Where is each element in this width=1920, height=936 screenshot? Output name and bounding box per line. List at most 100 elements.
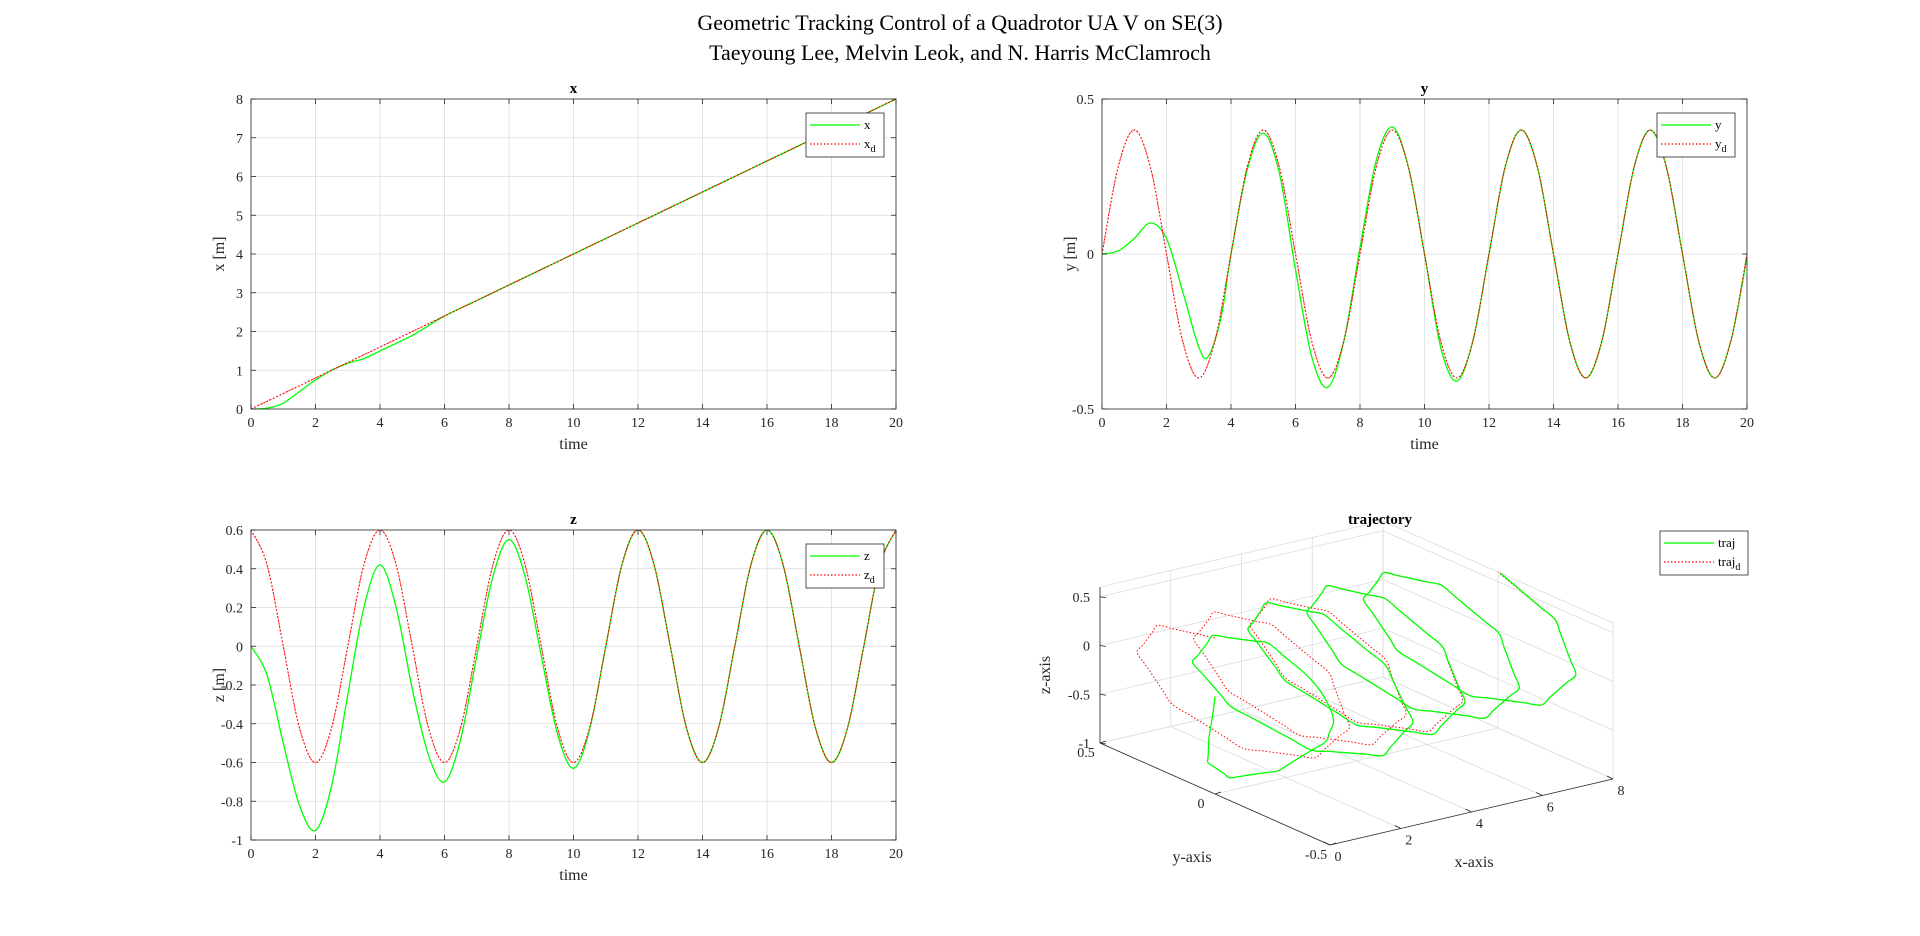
z-tick-mark <box>1099 742 1107 745</box>
x-tick-label: 8 <box>1618 784 1625 799</box>
x-tick-label: 14 <box>696 416 710 431</box>
z-tick-label: -0.5 <box>1068 688 1090 703</box>
y-tick-label: 5 <box>236 209 243 224</box>
x-tick-label: 2 <box>312 416 319 431</box>
legend-entry: xd <box>864 136 876 155</box>
x-tick-label: 12 <box>631 847 645 862</box>
y-tick-label: 0 <box>236 640 243 655</box>
y-tick-label: 6 <box>236 171 243 186</box>
y-tick-label: 3 <box>236 287 243 302</box>
legend-entry: yd <box>1715 136 1727 155</box>
x-tick-label: 6 <box>441 416 448 431</box>
series-line-xd <box>251 99 896 409</box>
x-axis-label: x-axis <box>1454 854 1493 871</box>
x-tick-label: 20 <box>889 847 903 862</box>
x-tick-label: 4 <box>1228 416 1235 431</box>
x-tick-label: 12 <box>631 416 645 431</box>
y-tick-mark <box>1214 791 1222 795</box>
series-line-desired-overlay <box>251 530 896 764</box>
x-tick-label: 4 <box>377 416 384 431</box>
grid-line <box>1099 627 1384 695</box>
y-tick-label: 0 <box>1198 797 1205 812</box>
plot-title: x <box>570 81 578 97</box>
x-tick-label: 18 <box>825 416 839 431</box>
legend-entry: y <box>1715 117 1722 132</box>
x-tick-mark <box>1323 841 1331 846</box>
x-tick-label: 6 <box>1547 801 1554 816</box>
grid-line <box>1214 727 1499 795</box>
legend-entry: zd <box>864 567 875 586</box>
x-axis-label: time <box>1410 436 1438 453</box>
x-tick-label: 2 <box>1163 416 1170 431</box>
z-position-plot: 0 2 4 6 8 10 12 14 16 18 20 -1 -0.8 -0.6 -0.4 -0.2 0 0.2 0… <box>211 512 903 884</box>
y-tick-label: 0 <box>236 403 243 418</box>
x-tick-label: 18 <box>1676 416 1690 431</box>
y-tick-label: -0.8 <box>221 795 243 810</box>
y-tick-label: 0.5 <box>1077 93 1095 108</box>
y-tick-label: -0.5 <box>1305 848 1327 863</box>
y-tick-label: -0.4 <box>221 718 243 733</box>
x-tick-label: 0 <box>248 847 255 862</box>
y-tick-label: 0.5 <box>1077 746 1095 761</box>
y-tick-label: -0.2 <box>221 679 243 694</box>
x-tick-label: 4 <box>1476 817 1483 832</box>
z-tick-mark <box>1099 596 1107 599</box>
z-tick-mark <box>1099 645 1107 647</box>
x-tick-label: 10 <box>1418 416 1432 431</box>
x-tick-mark <box>1394 825 1401 829</box>
x-tick-label: 20 <box>1740 416 1754 431</box>
x-tick-label: 6 <box>441 847 448 862</box>
x-axis-label: time <box>559 867 587 884</box>
legend-box <box>805 112 885 158</box>
y-axis-label: y-axis <box>1172 849 1211 866</box>
x-tick-label: 14 <box>1547 416 1561 431</box>
legend-box <box>1656 112 1736 158</box>
z-tick-label: -1 <box>1078 737 1090 752</box>
x-tick-mark <box>1606 775 1614 780</box>
figure-subtitle: Taeyoung Lee, Melvin Leok, and N. Harris… <box>709 40 1211 65</box>
x-tick-label: 0 <box>1335 850 1342 865</box>
y-tick-label: -1 <box>231 834 243 849</box>
legend-entry: traj <box>1718 535 1735 550</box>
trajectory-line-traj <box>1191 571 1577 779</box>
x-tick-label: 2 <box>1405 834 1412 849</box>
series-line-desired-overlay <box>251 99 896 409</box>
x-tick-label: 8 <box>506 416 513 431</box>
grid-line <box>1382 530 1614 634</box>
y-axis-label: x [m] <box>211 236 228 271</box>
x-tick-label: 0 <box>1099 416 1106 431</box>
x-tick-label: 16 <box>760 847 774 862</box>
figure-title: Geometric Tracking Control of a Quadroto… <box>697 10 1222 35</box>
y-tick-label: 8 <box>236 93 243 108</box>
x-tick-mark <box>1465 808 1472 813</box>
x-tick-label: 14 <box>696 847 710 862</box>
x-tick-label: 8 <box>1357 416 1364 431</box>
plot-title: y <box>1421 81 1429 97</box>
y-tick-label: -0.5 <box>1072 403 1094 418</box>
legend-box <box>1659 530 1749 576</box>
x-tick-label: 16 <box>760 416 774 431</box>
legend-entry: x <box>864 117 871 132</box>
z-tick-mark <box>1099 693 1107 696</box>
x-tick-label: 18 <box>825 847 839 862</box>
y-tick-label: 7 <box>236 132 243 147</box>
y-tick-label: 0.2 <box>226 602 244 617</box>
x-tick-label: 16 <box>1611 416 1625 431</box>
grid-line <box>1382 676 1614 780</box>
grid-line <box>1099 579 1384 646</box>
grid-line <box>1099 520 1384 588</box>
x-tick-label: 8 <box>506 847 513 862</box>
y-tick-label: -0.6 <box>221 757 243 772</box>
legend-entry: z <box>864 548 870 563</box>
y-tick-label: 2 <box>236 326 243 341</box>
x-axis-label: time <box>559 436 587 453</box>
legend-entry: trajd <box>1718 554 1740 573</box>
x-tick-label: 2 <box>312 847 319 862</box>
x-tick-label: 12 <box>1482 416 1496 431</box>
x-tick-label: 6 <box>1292 416 1299 431</box>
plot-title: z <box>570 512 577 528</box>
series-line-yd <box>1102 129 1747 379</box>
grid-line <box>1099 530 1384 598</box>
